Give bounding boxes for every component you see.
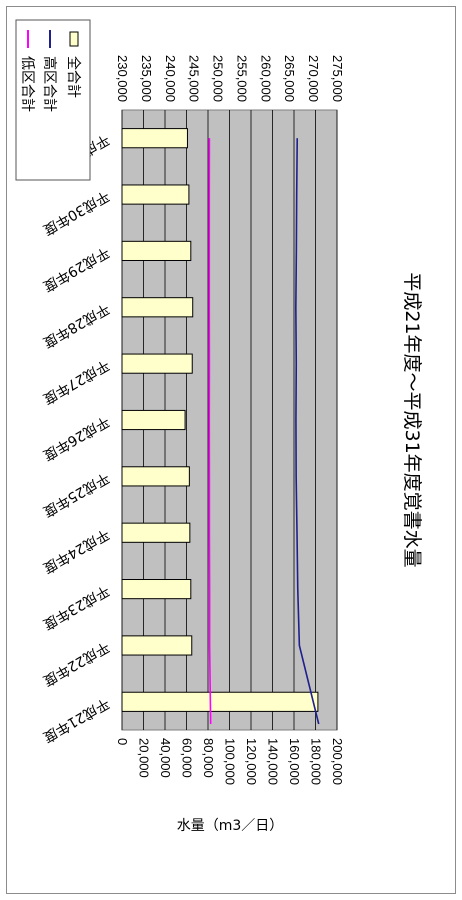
category-label: 平成21年度 bbox=[40, 694, 112, 745]
category-label: 平成25年度 bbox=[40, 469, 112, 520]
right-tick-label: 240,000 bbox=[163, 55, 178, 102]
bar bbox=[122, 523, 190, 542]
right-tick-label: 255,000 bbox=[234, 55, 249, 102]
bar bbox=[122, 298, 193, 317]
category-axis: 平成21年度平成22年度平成23年度平成24年度平成25年度平成26年度平成27… bbox=[40, 131, 112, 745]
left-tick-label: 0 bbox=[115, 738, 130, 745]
left-tick-label: 180,000 bbox=[309, 738, 324, 785]
category-label: 平成24年度 bbox=[40, 525, 112, 576]
category-label: 平成30年度 bbox=[40, 187, 112, 238]
bar bbox=[122, 636, 192, 655]
left-tick-label: 120,000 bbox=[244, 738, 259, 785]
left-tick-label: 60,000 bbox=[180, 738, 195, 778]
category-label: 平成27年度 bbox=[40, 356, 112, 407]
chart-title: 平成21年度～平成31年度覚書水量 bbox=[401, 272, 423, 567]
category-label: 平成26年度 bbox=[40, 413, 112, 464]
right-tick-label: 230,000 bbox=[115, 55, 130, 102]
legend-label-all: 全合計 bbox=[65, 56, 82, 98]
left-tick-label: 20,000 bbox=[137, 738, 152, 778]
category-label: 平成22年度 bbox=[40, 638, 112, 689]
legend-swatch-all bbox=[70, 32, 78, 46]
right-axis: 230,000 235,000 240,000 245,000 250,000 255,0… bbox=[115, 55, 345, 102]
right-tick-label: 270,000 bbox=[306, 55, 321, 102]
bar bbox=[122, 241, 191, 260]
right-tick-label: 265,000 bbox=[282, 55, 297, 102]
left-tick-label: 100,000 bbox=[223, 738, 238, 785]
category-label: 平成28年度 bbox=[40, 300, 112, 351]
bar bbox=[122, 185, 189, 204]
legend-label-low: 低区合計 bbox=[19, 56, 35, 112]
left-tick-label: 40,000 bbox=[158, 738, 173, 778]
legend: 全合計 高区合計 低区合計 bbox=[16, 20, 90, 180]
bar bbox=[122, 129, 187, 148]
left-tick-label: 140,000 bbox=[266, 738, 281, 785]
bar bbox=[122, 467, 189, 486]
bar bbox=[122, 354, 192, 373]
bar bbox=[122, 410, 185, 429]
right-tick-label: 245,000 bbox=[187, 55, 202, 102]
category-label: 平成23年度 bbox=[40, 582, 112, 633]
bar bbox=[122, 580, 191, 599]
legend-label-high: 高区合計 bbox=[41, 56, 58, 112]
right-tick-label: 250,000 bbox=[211, 55, 226, 102]
left-tick-label: 80,000 bbox=[201, 738, 216, 778]
category-label: 平成29年度 bbox=[40, 243, 112, 294]
right-tick-label: 235,000 bbox=[139, 55, 154, 102]
bar bbox=[122, 692, 318, 711]
left-axis: 0 20,000 40,000 60,000 80,000 100,000 120,000 1… bbox=[115, 738, 345, 785]
right-tick-label: 260,000 bbox=[258, 55, 273, 102]
left-tick-label: 160,000 bbox=[287, 738, 302, 785]
left-tick-label: 200,000 bbox=[330, 738, 345, 785]
right-tick-label: 275,000 bbox=[330, 55, 345, 102]
y-axis-label: 水量（m3／日） bbox=[177, 818, 284, 834]
